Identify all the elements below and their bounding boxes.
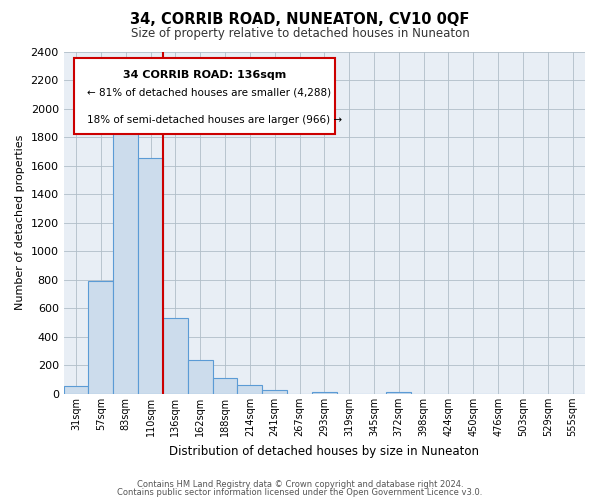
Bar — [163, 318, 188, 394]
Bar — [212, 378, 238, 394]
Text: 18% of semi-detached houses are larger (966) →: 18% of semi-detached houses are larger (… — [87, 115, 342, 125]
Text: ← 81% of detached houses are smaller (4,288): ← 81% of detached houses are smaller (4,… — [87, 88, 331, 98]
Bar — [138, 158, 163, 394]
Text: 34, CORRIB ROAD, NUNEATON, CV10 0QF: 34, CORRIB ROAD, NUNEATON, CV10 0QF — [130, 12, 470, 28]
X-axis label: Distribution of detached houses by size in Nuneaton: Distribution of detached houses by size … — [169, 444, 479, 458]
FancyBboxPatch shape — [74, 58, 335, 134]
Bar — [113, 128, 138, 394]
Bar — [238, 386, 262, 394]
Bar — [188, 360, 212, 394]
Bar — [88, 281, 113, 394]
Text: Contains public sector information licensed under the Open Government Licence v3: Contains public sector information licen… — [118, 488, 482, 497]
Text: 34 CORRIB ROAD: 136sqm: 34 CORRIB ROAD: 136sqm — [123, 70, 286, 81]
Text: Contains HM Land Registry data © Crown copyright and database right 2024.: Contains HM Land Registry data © Crown c… — [137, 480, 463, 489]
Text: Size of property relative to detached houses in Nuneaton: Size of property relative to detached ho… — [131, 28, 469, 40]
Bar — [312, 392, 337, 394]
Bar — [262, 390, 287, 394]
Y-axis label: Number of detached properties: Number of detached properties — [15, 135, 25, 310]
Bar — [64, 386, 88, 394]
Bar — [386, 392, 411, 394]
